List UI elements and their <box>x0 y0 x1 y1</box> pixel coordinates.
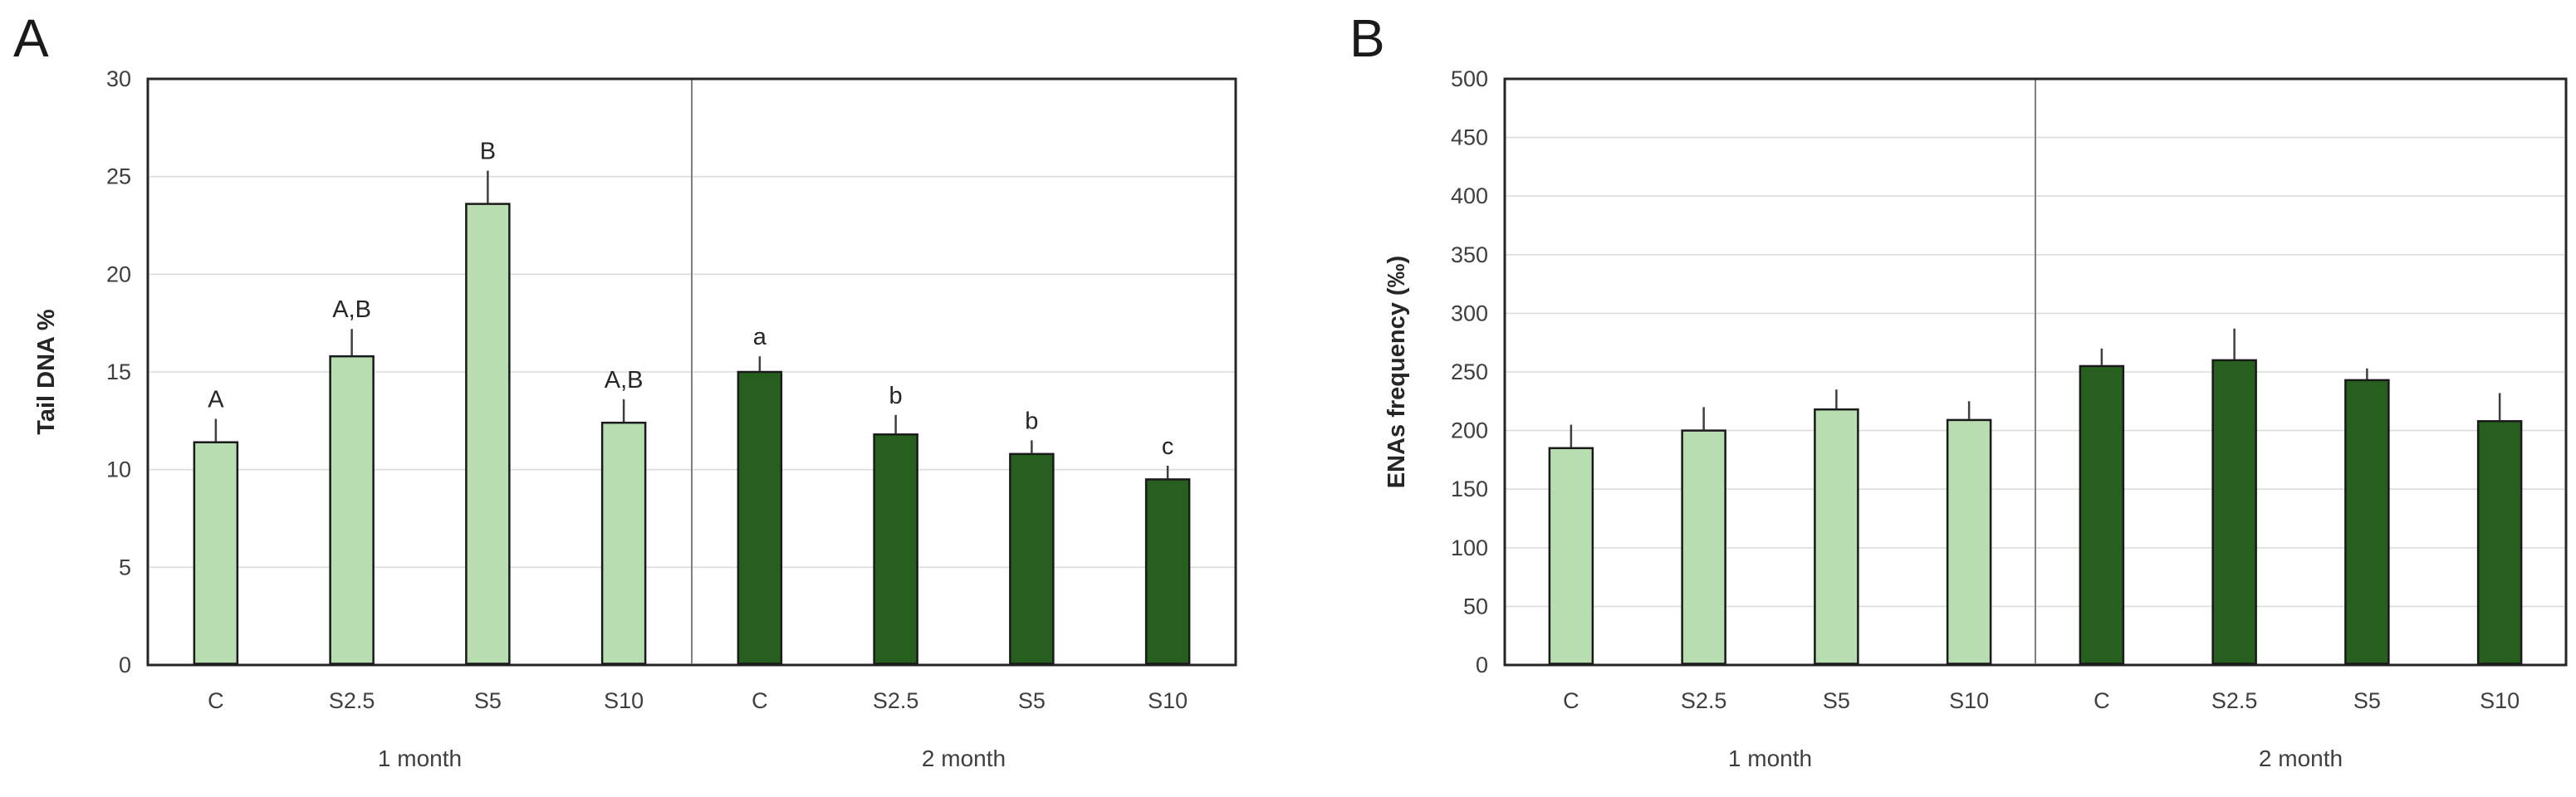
group-label: 1 month <box>378 746 462 771</box>
group-label: 2 month <box>922 746 1006 771</box>
x-category-label: S5 <box>1018 688 1046 713</box>
group-label: 1 month <box>1728 746 1812 771</box>
x-category-label: S10 <box>1148 688 1188 713</box>
panel-b-label: B <box>1349 8 1385 68</box>
y-tick-label: 450 <box>1451 125 1488 150</box>
bar <box>873 433 918 665</box>
y-tick-label: 50 <box>1463 594 1488 619</box>
bar <box>1814 408 1859 665</box>
bar <box>2211 359 2257 665</box>
group-label: 2 month <box>2259 746 2343 771</box>
y-tick-label: 200 <box>1451 418 1488 443</box>
x-category-label: C <box>2094 688 2110 713</box>
bar <box>737 370 783 665</box>
bar <box>600 421 647 665</box>
x-category-label: C <box>208 688 224 713</box>
y-tick-label: 25 <box>106 164 131 189</box>
panel-a-label: A <box>13 8 49 68</box>
chart-a-tail-dna: 0 5 10 15 20 25 30 A C A,B S2.5 B S5 A,B S10 1 month a Cb… <box>33 66 1237 771</box>
x-category-label: S2.5 <box>1681 688 1727 713</box>
significance-letter: b <box>889 383 903 409</box>
bar <box>329 354 375 665</box>
x-category-label: S5 <box>474 688 502 713</box>
bar <box>1548 447 1594 665</box>
x-category-label: C <box>752 688 768 713</box>
x-category-label: S10 <box>2480 688 2520 713</box>
y-axis-title: ENAs frequency (‰) <box>1383 256 1410 488</box>
significance-letter: A <box>208 386 224 413</box>
x-category-label: S5 <box>1823 688 1850 713</box>
bar <box>1009 452 1055 665</box>
y-tick-label: 20 <box>106 262 131 286</box>
y-tick-label: 150 <box>1451 477 1488 501</box>
y-tick-label: 0 <box>119 653 131 677</box>
y-tick-label: 15 <box>106 359 131 384</box>
bar <box>1144 478 1191 665</box>
y-tick-label: 400 <box>1451 183 1488 208</box>
y-tick-label: 250 <box>1451 359 1488 384</box>
y-tick-label: 30 <box>106 66 131 91</box>
x-category-label: S2.5 <box>2211 688 2258 713</box>
y-tick-label: 350 <box>1451 242 1488 267</box>
panel-a: A 0 5 10 15 20 25 30 A C A,B S2.5 B S5 A,B S10 1 month a… <box>13 8 1237 771</box>
x-category-label: S2.5 <box>873 688 919 713</box>
significance-letter: c <box>1162 433 1174 460</box>
y-tick-label: 0 <box>1476 653 1488 677</box>
x-category-label: S2.5 <box>329 688 375 713</box>
x-category-label: C <box>1563 688 1579 713</box>
y-tick-label: 5 <box>119 555 131 579</box>
significance-letter: B <box>480 139 496 165</box>
bar <box>2079 364 2125 665</box>
bar <box>193 441 239 665</box>
x-category-label: S10 <box>1949 688 1989 713</box>
bar <box>465 203 511 665</box>
y-axis-title: Tail DNA % <box>33 309 60 435</box>
bar <box>1681 429 1726 665</box>
chart-b-enas-frequency: 0 50 100 150 200 250 300 350 400 450 500 C S2.5 S5 S10… <box>1383 66 2568 771</box>
y-tick-label: 500 <box>1451 66 1488 91</box>
x-category-label: S5 <box>2353 688 2381 713</box>
significance-letter: A,B <box>605 367 644 394</box>
y-tick-label: 100 <box>1451 535 1488 560</box>
significance-letter: a <box>753 324 767 350</box>
y-tick-label: 10 <box>106 457 131 482</box>
panel-b: B 0 50 100 150 200 250 300 350 400 450 500 C S2.5 S5 S… <box>1288 0 2576 797</box>
significance-letter: b <box>1025 408 1038 434</box>
bar <box>2476 420 2523 665</box>
significance-letter: A,B <box>332 296 371 323</box>
x-category-label: S10 <box>604 688 644 713</box>
y-tick-label: 300 <box>1451 301 1488 325</box>
bar <box>1946 418 1992 665</box>
bar <box>2344 379 2390 665</box>
